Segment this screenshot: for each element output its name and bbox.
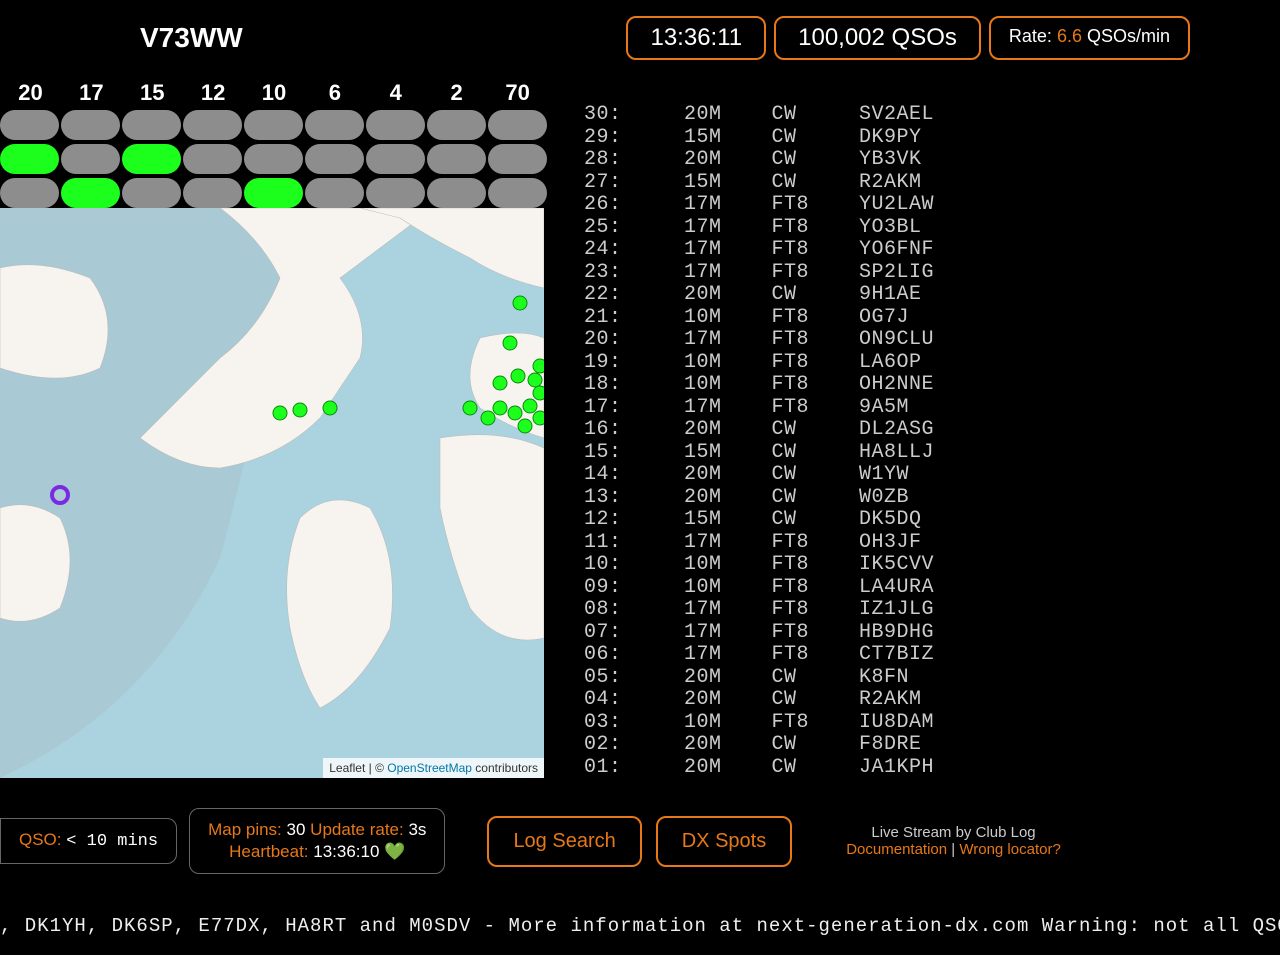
- log-row: 28: 20M CW YB3VK: [584, 149, 934, 172]
- band-pill-row: [0, 178, 548, 208]
- log-row: 18: 10M FT8 OH2NNE: [584, 374, 934, 397]
- band-label: 2: [426, 80, 487, 106]
- log-row: 26: 17M FT8 YU2LAW: [584, 194, 934, 217]
- footer-links: Live Stream by Club Log Documentation | …: [846, 824, 1061, 858]
- band-label: 6: [304, 80, 365, 106]
- log-row: 02: 20M CW F8DRE: [584, 734, 934, 757]
- wrong-locator-link[interactable]: Wrong locator?: [959, 841, 1060, 858]
- log-row: 01: 20M CW JA1KPH: [584, 757, 934, 780]
- log-row: 11: 17M FT8 OH3JF: [584, 532, 934, 555]
- log-row: 24: 17M FT8 YO6FNF: [584, 239, 934, 262]
- clock-box: 13:36:11: [626, 16, 766, 60]
- band-pill[interactable]: [61, 178, 120, 208]
- dx-spots-button[interactable]: DX Spots: [656, 816, 792, 867]
- map-info-box: Map pins: 30 Update rate: 3s Heartbeat: …: [189, 808, 445, 874]
- band-pill[interactable]: [183, 110, 242, 140]
- map[interactable]: Leaflet | © OpenStreetMap contributors: [0, 208, 544, 778]
- map-attribution: Leaflet | © OpenStreetMap contributors: [323, 758, 544, 778]
- band-pill[interactable]: [366, 144, 425, 174]
- band-label: 20: [0, 80, 61, 106]
- band-pill[interactable]: [427, 144, 486, 174]
- band-pill[interactable]: [427, 178, 486, 208]
- log-row: 30: 20M CW SV2AEL: [584, 104, 934, 127]
- band-pill[interactable]: [244, 110, 303, 140]
- bottom-row: QSO: < 10 mins Map pins: 30 Update rate:…: [0, 808, 1280, 874]
- rate-label: Rate:: [1009, 26, 1052, 46]
- band-pill[interactable]: [61, 110, 120, 140]
- log-row: 27: 15M CW R2AKM: [584, 172, 934, 195]
- band-pill[interactable]: [427, 110, 486, 140]
- rate-value: 6.6: [1057, 26, 1082, 46]
- log-row: 03: 10M FT8 IU8DAM: [584, 712, 934, 735]
- callsign: V73WW: [140, 22, 243, 54]
- band-pill[interactable]: [305, 110, 364, 140]
- log-row: 08: 17M FT8 IZ1JLG: [584, 599, 934, 622]
- band-pill[interactable]: [122, 110, 181, 140]
- band-pill[interactable]: [305, 178, 364, 208]
- log-row: 15: 15M CW HA8LLJ: [584, 442, 934, 465]
- band-pill[interactable]: [366, 110, 425, 140]
- leaflet-label: Leaflet: [329, 761, 365, 775]
- band-pill[interactable]: [244, 178, 303, 208]
- log-row: 20: 17M FT8 ON9CLU: [584, 329, 934, 352]
- band-label: 4: [365, 80, 426, 106]
- osm-link[interactable]: OpenStreetMap: [387, 761, 472, 775]
- band-grid: 201715121064270: [0, 80, 548, 208]
- band-pill[interactable]: [488, 144, 547, 174]
- log-row: 17: 17M FT8 9A5M: [584, 397, 934, 420]
- qso-total-box: 100,002 QSOs: [774, 16, 981, 60]
- log-row: 23: 17M FT8 SP2LIG: [584, 262, 934, 285]
- log-row: 16: 20M CW DL2ASG: [584, 419, 934, 442]
- log-row: 19: 10M FT8 LA6OP: [584, 352, 934, 375]
- qso-log-list: 30: 20M CW SV2AEL29: 15M CW DK9PY28: 20M…: [584, 104, 934, 779]
- log-row: 04: 20M CW R2AKM: [584, 689, 934, 712]
- band-pill-row: [0, 144, 548, 174]
- band-pill[interactable]: [122, 178, 181, 208]
- band-pill[interactable]: [488, 178, 547, 208]
- band-pill[interactable]: [0, 144, 59, 174]
- band-pill[interactable]: [488, 110, 547, 140]
- rate-box: Rate: 6.6 QSOs/min: [989, 16, 1190, 60]
- band-pill[interactable]: [366, 178, 425, 208]
- log-row: 09: 10M FT8 LA4URA: [584, 577, 934, 600]
- rate-suffix: QSOs/min: [1087, 26, 1170, 46]
- log-row: 29: 15M CW DK9PY: [584, 127, 934, 150]
- log-row: 07: 17M FT8 HB9DHG: [584, 622, 934, 645]
- top-stats: 13:36:11 100,002 QSOs Rate: 6.6 QSOs/min: [626, 16, 1190, 60]
- log-row: 14: 20M CW W1YW: [584, 464, 934, 487]
- log-row: 21: 10M FT8 OG7J: [584, 307, 934, 330]
- log-row: 25: 17M FT8 YO3BL: [584, 217, 934, 240]
- log-row: 13: 20M CW W0ZB: [584, 487, 934, 510]
- log-row: 05: 20M CW K8FN: [584, 667, 934, 690]
- band-pill[interactable]: [0, 110, 59, 140]
- log-row: 12: 15M CW DK5DQ: [584, 509, 934, 532]
- band-pill-row: [0, 110, 548, 140]
- band-label: 17: [61, 80, 122, 106]
- band-label: 70: [487, 80, 548, 106]
- documentation-link[interactable]: Documentation: [846, 841, 947, 858]
- band-pill[interactable]: [183, 144, 242, 174]
- log-row: 22: 20M CW 9H1AE: [584, 284, 934, 307]
- band-pill[interactable]: [122, 144, 181, 174]
- heart-icon: 💚: [384, 842, 405, 861]
- band-pill[interactable]: [305, 144, 364, 174]
- band-label: 12: [183, 80, 244, 106]
- band-pill[interactable]: [61, 144, 120, 174]
- band-labels: 201715121064270: [0, 80, 548, 106]
- log-row: 10: 10M FT8 IK5CVV: [584, 554, 934, 577]
- band-pill[interactable]: [244, 144, 303, 174]
- log-search-button[interactable]: Log Search: [487, 816, 641, 867]
- band-label: 10: [244, 80, 305, 106]
- ticker: , DK1YH, DK6SP, E77DX, HA8RT and M0SDV -…: [0, 915, 1280, 937]
- band-label: 15: [122, 80, 183, 106]
- log-row: 06: 17M FT8 CT7BIZ: [584, 644, 934, 667]
- band-pill[interactable]: [183, 178, 242, 208]
- band-pill[interactable]: [0, 178, 59, 208]
- qso-age-box: QSO: < 10 mins: [0, 818, 177, 864]
